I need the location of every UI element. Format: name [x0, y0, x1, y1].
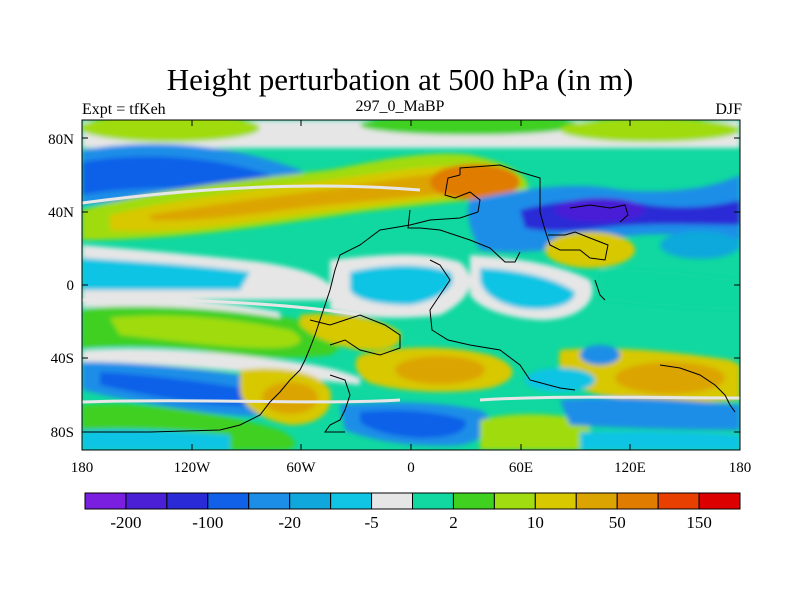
lon-label-0: 0: [407, 460, 415, 476]
lon-label-60w: 60W: [286, 460, 316, 476]
lon-label-120e: 120E: [614, 460, 646, 476]
colorbar-label: 50: [609, 513, 626, 532]
colorbar-swatch: [657, 492, 700, 510]
colorbar-swatch: [330, 492, 373, 510]
colorbar-swatch: [575, 492, 618, 510]
lon-label-180w: 180: [71, 460, 94, 476]
colorbar-swatch: [534, 492, 577, 510]
plot-title: Height perturbation at 500 hPa (in m): [166, 62, 634, 97]
colorbar-label: -100: [192, 513, 223, 532]
colorbar-label: 150: [686, 513, 712, 532]
colorbar-swatch: [616, 492, 659, 510]
contour-field: [82, 120, 740, 450]
colorbar-swatch: [698, 492, 741, 510]
coastline: [82, 164, 736, 433]
lat-label-40n: 40N: [48, 205, 74, 221]
colorbar-swatch: [412, 492, 454, 510]
lon-axis: [191, 120, 631, 450]
colorbar-swatch: [493, 492, 536, 510]
colorbar-label: 2: [449, 513, 458, 532]
colorbar-swatch: [452, 492, 495, 510]
lat-label-80n: 80N: [48, 132, 74, 148]
colorbar-label: -200: [110, 513, 141, 532]
colorbar-swatch: [371, 492, 413, 510]
lat-label-0: 0: [67, 278, 75, 294]
experiment-label: Expt = tfKeh: [82, 101, 166, 118]
colorbar-swatch: [166, 492, 209, 510]
lon-label-180e: 180: [729, 460, 752, 476]
colorbar-label: -5: [364, 513, 378, 532]
colorbar-swatch: [84, 492, 127, 510]
colorbar-swatch: [248, 492, 291, 510]
lon-label-60e: 60E: [509, 460, 533, 476]
lat-axis: [82, 137, 740, 433]
colorbar: [84, 492, 741, 510]
lat-label-80s: 80S: [51, 425, 74, 441]
period-label: 297_0_MaBP: [355, 98, 445, 115]
colorbar-label: 10: [527, 513, 544, 532]
colorbar-labels: -200 -100 -20 -5 2 10 50 150: [110, 513, 711, 532]
lon-label-120w: 120W: [174, 460, 212, 476]
season-label: DJF: [715, 101, 742, 118]
colorbar-label: -20: [278, 513, 301, 532]
lat-label-40s: 40S: [51, 351, 74, 367]
colorbar-swatch: [289, 492, 332, 510]
colorbar-swatch: [125, 492, 168, 510]
colorbar-swatch: [207, 492, 250, 510]
